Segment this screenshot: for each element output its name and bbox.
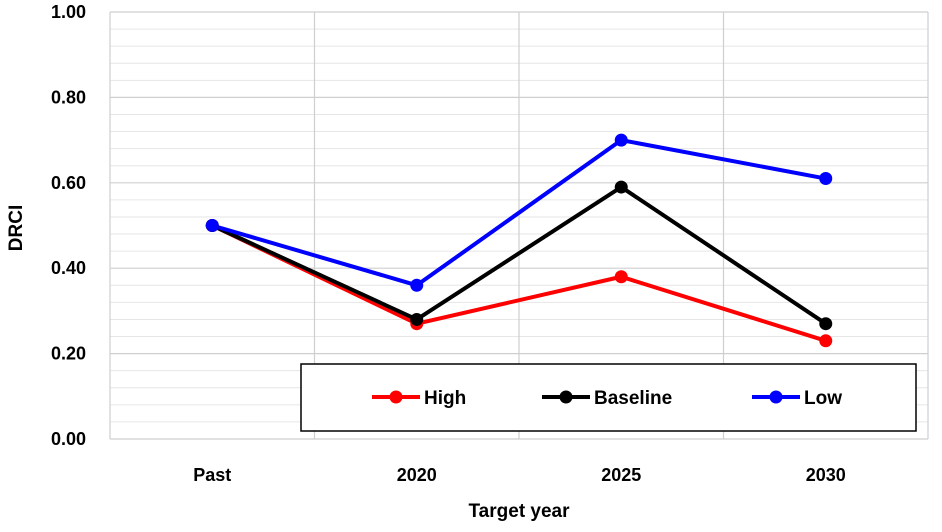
legend-label-baseline: Baseline: [594, 388, 672, 409]
x-axis-ticks: Past 2020 2025 2030: [193, 465, 846, 485]
x-tick-label: Past: [193, 465, 231, 485]
y-axis-ticks: 0.00 0.20 0.40 0.60 0.80 1.00: [51, 2, 86, 449]
x-axis-label: Target year: [468, 501, 570, 522]
series-line-baseline: [211, 185, 827, 326]
series-lines: [211, 138, 827, 343]
x-tick-label: 2020: [397, 465, 437, 485]
y-axis-label: DRCI: [6, 205, 27, 251]
data-point-baseline: [819, 317, 833, 331]
legend-marker-baseline: [559, 390, 573, 404]
y-tick-label: 0.60: [51, 173, 86, 193]
y-tick-label: 0.40: [51, 258, 86, 278]
data-point-baseline: [614, 180, 628, 194]
y-tick-label: 1.00: [51, 2, 86, 22]
data-point-baseline: [410, 312, 424, 326]
y-tick-label: 0.20: [51, 344, 86, 364]
y-tick-label: 0.80: [51, 87, 86, 107]
data-point-low: [205, 219, 219, 232]
x-tick-label: 2030: [806, 465, 846, 485]
data-point-low: [819, 172, 833, 186]
legend-label-high: High: [424, 388, 466, 409]
legend-label-low: Low: [804, 388, 842, 409]
x-tick-label: 2025: [601, 465, 641, 485]
data-point-high: [614, 270, 628, 284]
series-line-low: [211, 138, 827, 288]
data-point-high: [819, 334, 833, 348]
series-points: [205, 133, 833, 348]
y-tick-label: 0.00: [51, 429, 86, 449]
data-point-low: [614, 133, 628, 147]
legend: High Baseline Low: [300, 363, 917, 432]
legend-marker-high: [389, 390, 403, 404]
data-point-low: [410, 278, 424, 292]
legend-marker-low: [769, 390, 783, 404]
